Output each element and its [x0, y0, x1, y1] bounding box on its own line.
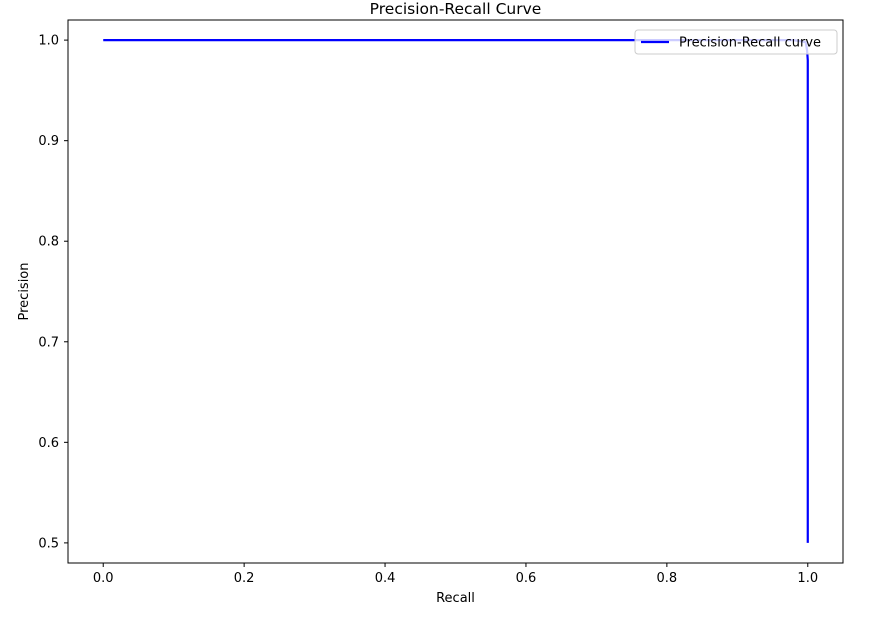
y-tick-label: 0.5: [38, 536, 59, 551]
x-tick-label: 0.0: [93, 571, 114, 586]
chart-title: Precision-Recall Curve: [370, 0, 542, 18]
legend-box: [634, 29, 838, 55]
ticks: 0.0 0.2 0.4 0.6 0.8 1.0 0.5 0.6 0.7 0.8 0.9 1.0: [38, 34, 818, 586]
x-tick-label: 1.0: [797, 571, 818, 586]
x-tick-label: 0.4: [375, 571, 396, 586]
y-tick-label: 0.9: [38, 134, 59, 149]
y-tick-label: 0.6: [38, 436, 59, 451]
x-axis-label: Recall: [436, 591, 475, 606]
y-tick-label: 1.0: [38, 34, 59, 49]
x-tick-label: 0.2: [234, 571, 255, 586]
x-tick-label: 0.6: [516, 571, 537, 586]
y-tick-label: 0.8: [38, 235, 59, 250]
y-axis-label: Precision: [17, 262, 32, 320]
y-tick-label: 0.7: [38, 335, 59, 350]
x-tick-label: 0.8: [657, 571, 678, 586]
legend: Precision-Recall curve: [634, 29, 838, 55]
legend-label: Precision-Recall curve: [679, 36, 821, 51]
axes-frame: [67, 19, 844, 564]
